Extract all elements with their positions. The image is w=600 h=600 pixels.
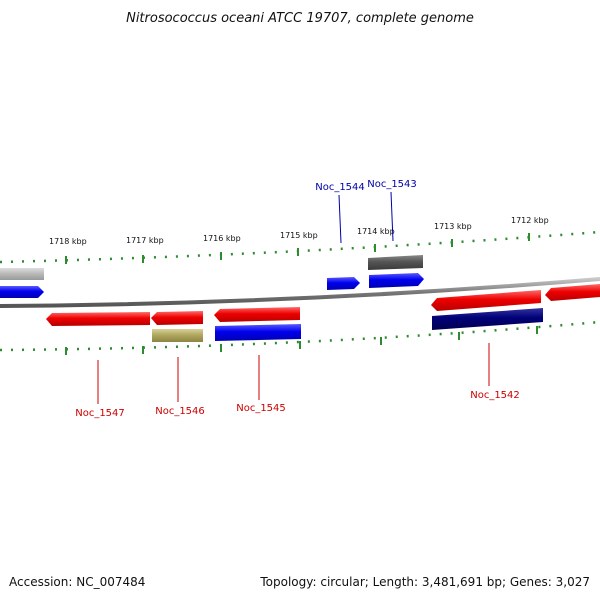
gene-rna-1714[interactable] [368, 255, 423, 270]
tick-label: 1717 kbp [126, 236, 164, 245]
gene-noc-1546[interactable] [151, 311, 203, 325]
tick-label: 1713 kbp [434, 222, 472, 231]
map-title: Nitrosococcus oceani ATCC 19707, complet… [126, 11, 474, 26]
gene-label-noc-1542[interactable]: Noc_1542 [470, 390, 520, 401]
gene-label-noc-1544[interactable]: Noc_1544 [315, 182, 365, 193]
gene-red-partial-right[interactable] [545, 284, 600, 301]
major-ticks-inner [65, 326, 538, 355]
gene-label-noc-1547[interactable]: Noc_1547 [75, 408, 125, 419]
gene-blue-partial[interactable] [0, 286, 44, 298]
tick-label: 1712 kbp [511, 216, 549, 225]
gene-noc-1545[interactable] [214, 307, 300, 322]
tick-label: 1716 kbp [203, 234, 241, 243]
label-leaders [97, 191, 490, 404]
gene-label-noc-1543[interactable]: Noc_1543 [367, 179, 417, 190]
genome-backbone [0, 277, 600, 308]
gene-noc-1542[interactable] [431, 290, 541, 311]
gene-olive[interactable] [152, 329, 203, 342]
gene-grey-partial[interactable] [0, 268, 44, 280]
gene-labels: Noc_1547 Noc_1546 Noc_1545 Noc_1544 Noc_… [75, 179, 520, 419]
tick-label: 1715 kbp [280, 231, 318, 240]
tick-label: 1718 kbp [49, 237, 87, 246]
gene-blue-1545[interactable] [215, 324, 301, 341]
gene-navy-1542[interactable] [432, 308, 543, 330]
gene-label-noc-1545[interactable]: Noc_1545 [236, 403, 286, 414]
gene-noc-1543[interactable] [369, 273, 424, 288]
accession-text: Accession: NC_007484 [9, 575, 146, 589]
forward-strand [0, 255, 424, 298]
tick-labels: 1718 kbp 1717 kbp 1716 kbp 1715 kbp 1714… [49, 216, 549, 246]
tick-label: 1714 kbp [357, 227, 395, 236]
gene-noc-1547[interactable] [46, 312, 150, 326]
major-ticks-outer [65, 233, 530, 264]
genome-summary-text: Topology: circular; Length: 3,481,691 bp… [260, 575, 590, 589]
reverse-strand [46, 284, 600, 342]
gene-noc-1544[interactable] [327, 277, 360, 290]
gene-label-noc-1546[interactable]: Noc_1546 [155, 406, 205, 417]
